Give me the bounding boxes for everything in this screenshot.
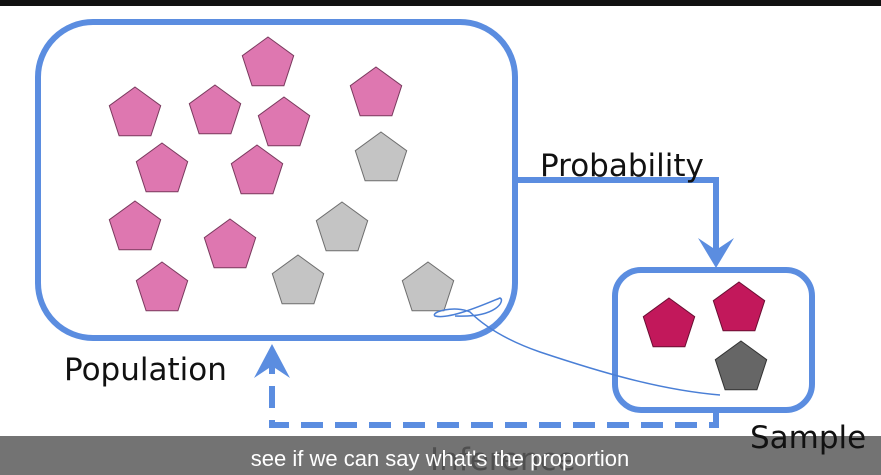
probability-arrow — [515, 177, 734, 268]
caption-bar — [0, 436, 881, 475]
sample-box — [612, 267, 815, 413]
inference-arrow — [254, 344, 719, 428]
probability-label: Probability — [540, 148, 704, 184]
pen-scribble — [433, 297, 721, 396]
sample-items — [642, 281, 768, 391]
caption: see if we can say what's the proportion — [251, 446, 629, 471]
population-items — [108, 36, 455, 312]
population-label: Population — [64, 352, 227, 388]
sample-label: Sample — [750, 420, 866, 456]
top-bar — [0, 0, 881, 6]
